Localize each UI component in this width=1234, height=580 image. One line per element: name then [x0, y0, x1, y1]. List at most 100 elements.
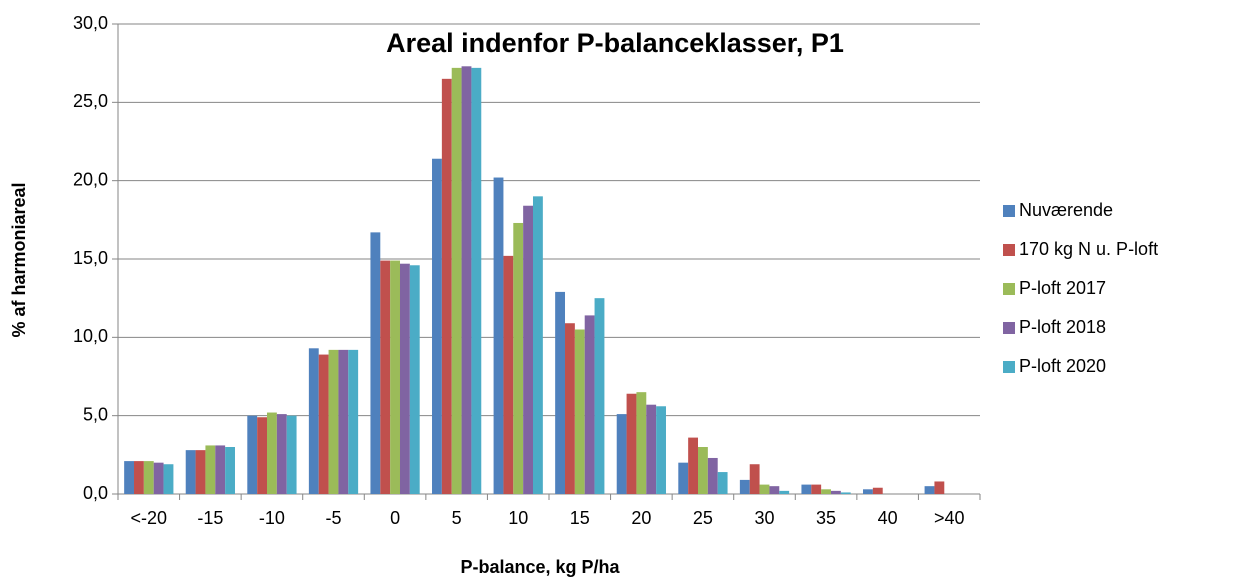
chart-title: Areal indenfor P-balanceklasser, P1: [386, 28, 844, 58]
x-tick-label: 35: [816, 508, 836, 528]
bar: [717, 472, 728, 494]
bar: [257, 417, 268, 494]
bar: [185, 450, 196, 494]
bar: [348, 349, 359, 494]
x-tick-label: 15: [570, 508, 590, 528]
x-tick-label: 20: [631, 508, 651, 528]
bar: [626, 393, 637, 494]
bar: [616, 414, 627, 494]
x-tick-label: 25: [693, 508, 713, 528]
legend-label: 170 kg N u. P-loft: [1019, 239, 1158, 259]
bar: [801, 484, 812, 494]
x-tick-label: -15: [197, 508, 223, 528]
bar: [163, 464, 174, 494]
bar: [276, 414, 287, 494]
bar: [153, 462, 164, 494]
bar: [225, 447, 235, 494]
bar: [143, 461, 154, 494]
y-tick-label: 5,0: [83, 404, 108, 424]
bar: [698, 447, 708, 494]
bar: [739, 479, 750, 494]
bar: [656, 406, 666, 494]
x-tick-label: 40: [878, 508, 898, 528]
bar: [811, 484, 822, 494]
bar: [594, 298, 605, 494]
bar: [584, 315, 595, 494]
x-tick-label: -5: [325, 508, 341, 528]
x-tick-label: <-20: [131, 508, 168, 528]
bar: [441, 78, 452, 494]
bar: [390, 260, 400, 494]
bar: [830, 490, 841, 494]
bar: [286, 415, 297, 494]
legend-label: Nuværende: [1019, 200, 1113, 220]
bar: [646, 404, 657, 494]
legend-swatch: [1003, 361, 1015, 373]
x-tick-label: 30: [754, 508, 774, 528]
bar: [247, 415, 258, 494]
bar: [688, 437, 699, 494]
y-tick-label: 20,0: [73, 169, 108, 189]
bar: [493, 177, 504, 495]
bar: [205, 445, 216, 494]
y-tick-label: 0,0: [83, 483, 108, 503]
bar: [124, 461, 135, 494]
bar: [432, 158, 442, 494]
bar: [636, 392, 647, 494]
y-tick-label: 25,0: [73, 91, 108, 111]
bar: [678, 462, 689, 494]
legend-swatch: [1003, 244, 1015, 256]
bar: [759, 484, 770, 494]
bar: [749, 464, 760, 494]
bar: [380, 260, 391, 494]
x-tick-label: -10: [259, 508, 285, 528]
x-tick-label: 5: [452, 508, 462, 528]
bar: [409, 265, 420, 494]
bar: [503, 255, 514, 494]
bar: [555, 291, 566, 494]
x-tick-label: >40: [934, 508, 965, 528]
bar: [821, 489, 831, 494]
legend-swatch: [1003, 283, 1015, 295]
bar: [863, 489, 873, 494]
x-tick-label: 10: [508, 508, 528, 528]
bar: [565, 323, 575, 494]
bar: [195, 450, 206, 494]
legend-label: P-loft 2018: [1019, 317, 1106, 337]
y-tick-label: 15,0: [73, 248, 108, 268]
legend-swatch: [1003, 322, 1015, 334]
legend-swatch: [1003, 205, 1015, 217]
bar: [471, 67, 482, 494]
bar: [461, 66, 472, 495]
bar: [523, 205, 533, 494]
y-axis-label: % af harmoniareal: [9, 182, 29, 337]
bar: [338, 349, 349, 494]
bar: [924, 486, 935, 494]
legend-label: P-loft 2020: [1019, 356, 1106, 376]
bar: [134, 461, 144, 494]
legend-label: P-loft 2017: [1019, 278, 1106, 298]
bar: [769, 486, 780, 494]
bar: [707, 457, 718, 494]
bar: [215, 445, 226, 494]
bar: [267, 412, 277, 494]
bar: [399, 263, 410, 494]
y-tick-label: 30,0: [73, 13, 108, 33]
bar: [328, 349, 339, 494]
bar: [934, 481, 945, 494]
x-tick-label: 0: [390, 508, 400, 528]
bar: [574, 329, 585, 494]
bar: [308, 348, 319, 494]
bar: [779, 490, 790, 494]
y-tick-label: 10,0: [73, 326, 108, 346]
bar: [532, 196, 543, 495]
x-axis-label: P-balance, kg P/ha: [460, 557, 620, 577]
bar: [513, 222, 524, 494]
bar: [840, 492, 851, 494]
bar: [451, 67, 462, 494]
bar: [318, 354, 329, 494]
bar: [872, 487, 883, 494]
bar: [370, 232, 381, 494]
